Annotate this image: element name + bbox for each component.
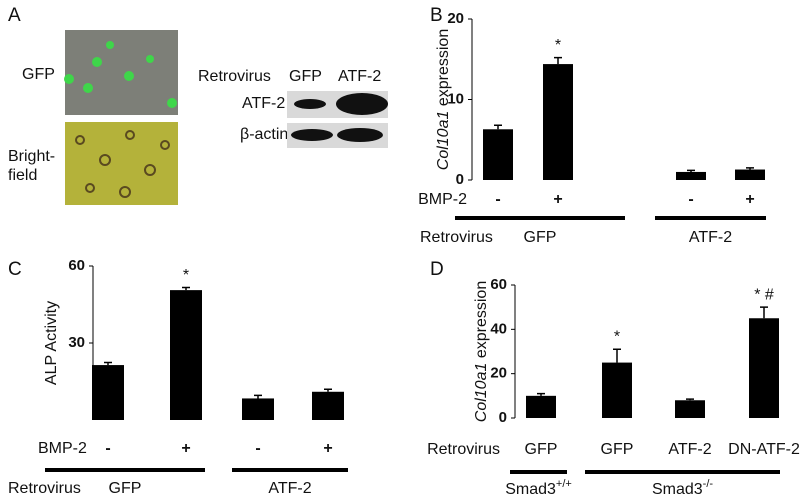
bar	[242, 398, 274, 420]
group-text: GFP	[524, 229, 557, 246]
x-tick-label: DN-ATF-2	[728, 441, 800, 458]
x-tick-label: +	[323, 440, 332, 457]
y-tick-label: 0	[499, 409, 507, 426]
error-bar	[760, 306, 768, 319]
y-tick-label: 20	[490, 365, 507, 382]
group-name: ATF-2	[268, 480, 311, 497]
panel-letter: A	[8, 5, 21, 26]
blot-header: GFP	[289, 68, 322, 85]
panel-letter: B	[430, 5, 443, 26]
image-label: Bright-	[8, 148, 55, 165]
group-text: Smad3	[505, 481, 556, 498]
y-tick-label: 40	[490, 320, 507, 337]
y-tick-label: 10	[447, 90, 464, 107]
error-bar	[746, 167, 754, 170]
group-text: GFP	[109, 480, 142, 497]
bar	[735, 169, 765, 180]
error-bar	[686, 398, 694, 401]
group-name: Smad3+/+	[505, 478, 572, 498]
image-label: field	[8, 167, 37, 184]
x-tick-label: GFP	[525, 441, 558, 458]
bar	[170, 290, 202, 420]
group-label: Retrovirus	[420, 229, 493, 246]
bar	[543, 64, 573, 180]
x-tick-label: -	[105, 440, 110, 457]
brightfield-image	[65, 122, 178, 205]
error-bar	[104, 361, 112, 366]
fluorescence-image	[64, 30, 178, 115]
x-tick-label: +	[745, 191, 754, 208]
x-tick-label: -	[688, 191, 693, 208]
x-tick-label: -	[495, 191, 500, 208]
bar	[749, 318, 779, 418]
blot	[287, 91, 388, 148]
group-label: Retrovirus	[8, 480, 81, 497]
annotation: * #	[754, 286, 774, 303]
error-bar	[494, 124, 502, 130]
x-tick-label: +	[553, 191, 562, 208]
x-tick-label: +	[181, 440, 190, 457]
y-tick-label: 60	[490, 276, 507, 293]
panel-letter: D	[430, 259, 444, 280]
image-label: GFP	[22, 66, 55, 83]
annotation: *	[614, 329, 620, 346]
error-bar	[324, 388, 332, 392]
panel-letter: C	[8, 259, 22, 280]
y-axis-label-text: expression	[473, 281, 490, 358]
group-name: ATF-2	[689, 229, 732, 246]
blot-header: Retrovirus	[198, 68, 271, 85]
bar	[312, 391, 344, 420]
bar	[483, 129, 513, 180]
annotation: *	[183, 267, 189, 284]
group-name: GFP	[524, 229, 557, 246]
y-axis-label-gene: Col10a1	[435, 111, 452, 171]
error-bar	[537, 392, 545, 396]
group-superscript: +/+	[556, 478, 572, 490]
group-text: Smad3	[652, 481, 703, 498]
category-label: Retrovirus	[427, 441, 500, 458]
group-text: ATF-2	[689, 229, 732, 246]
error-bar	[687, 169, 695, 172]
bar	[676, 171, 706, 180]
error-bar	[254, 394, 262, 399]
y-axis-label: Col10a1 expression	[435, 29, 452, 170]
bar	[92, 365, 124, 420]
y-axis-label-text: expression	[435, 29, 452, 106]
x-tick-label: ATF-2	[668, 441, 711, 458]
bar	[602, 362, 632, 418]
bar	[675, 400, 705, 418]
blot-header: ATF-2	[338, 68, 381, 85]
blot-row-label: β-actin	[240, 126, 288, 143]
x-tick-label: GFP	[601, 441, 634, 458]
group-name: Smad3-/-	[652, 478, 713, 498]
y-axis-label: Col10a1 expression	[473, 281, 490, 422]
error-bar	[613, 348, 621, 363]
category-label: BMP-2	[418, 191, 467, 208]
category-label: BMP-2	[38, 440, 87, 457]
y-axis-label: ALP Activity	[43, 301, 60, 385]
y-tick-label: 60	[68, 257, 85, 274]
y-tick-label: 20	[447, 10, 464, 27]
error-bar	[182, 286, 190, 291]
y-axis-label-gene: Col10a1	[473, 363, 490, 423]
group-text: ATF-2	[268, 480, 311, 497]
error-bar	[554, 56, 562, 65]
annotation: *	[555, 37, 561, 54]
group-superscript: -/-	[703, 478, 714, 490]
y-tick-label: 30	[68, 334, 85, 351]
x-tick-label: -	[255, 440, 260, 457]
blot-row-label: ATF-2	[242, 95, 285, 112]
bar	[526, 395, 556, 418]
group-name: GFP	[109, 480, 142, 497]
y-tick-label: 0	[456, 171, 464, 188]
